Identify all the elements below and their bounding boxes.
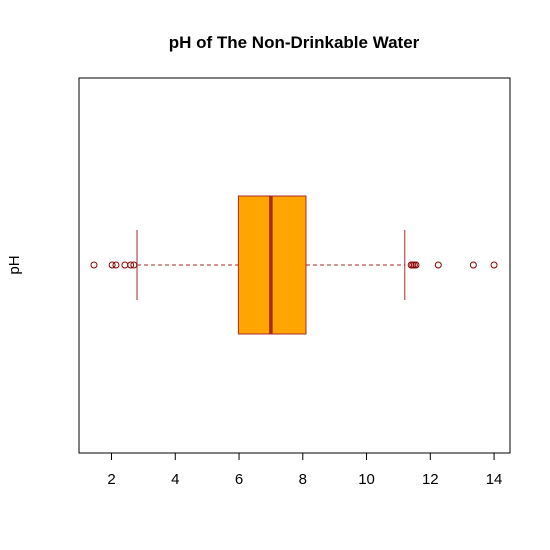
outlier-point <box>121 261 129 269</box>
outlier-point <box>412 261 420 269</box>
x-axis: 2 4 6 8 10 12 14 <box>107 452 503 488</box>
outlier-point <box>112 261 120 269</box>
x-tick-label: 14 <box>486 471 503 488</box>
y-axis-label: pH <box>6 255 23 274</box>
chart-title: pH of The Non-Drinkable Water <box>169 33 420 52</box>
outlier-point <box>130 261 138 269</box>
x-tick-label: 12 <box>422 471 439 488</box>
x-tick-label: 2 <box>107 471 115 488</box>
outlier-point <box>127 261 135 269</box>
outlier-point <box>434 261 442 269</box>
outlier-point <box>108 261 116 269</box>
x-tick-label: 6 <box>235 471 243 488</box>
x-tick-label: 10 <box>358 471 375 488</box>
outlier-point <box>90 261 98 269</box>
outlier-point <box>469 261 477 269</box>
x-tick-label: 4 <box>171 471 179 488</box>
x-tick-label: 8 <box>299 471 307 488</box>
outlier-point <box>490 261 498 269</box>
box-group <box>90 195 498 335</box>
